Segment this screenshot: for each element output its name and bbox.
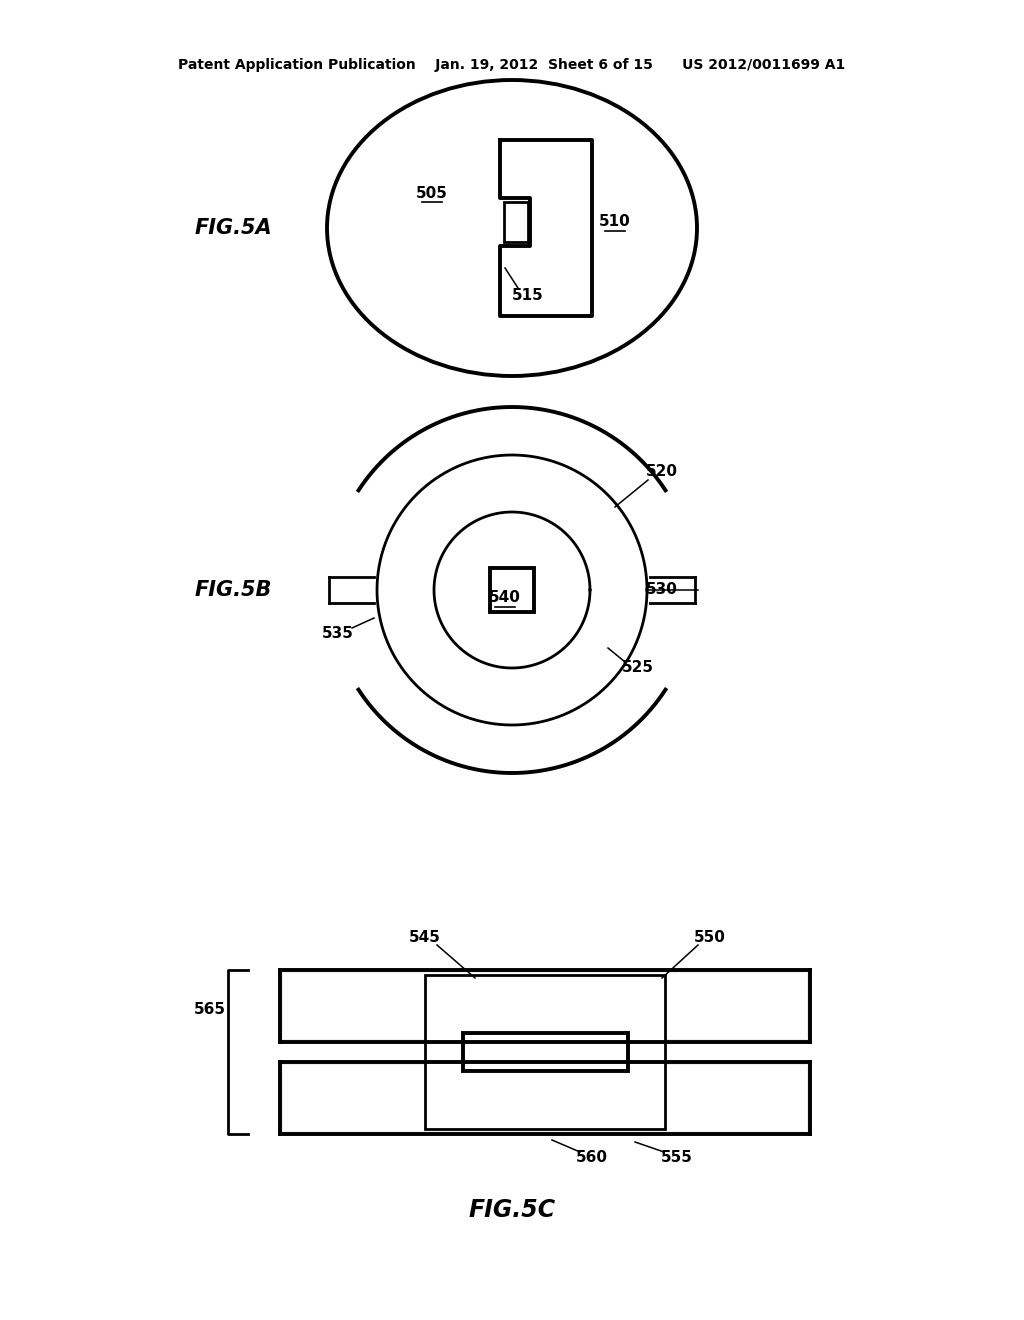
Bar — [283, 973, 807, 1039]
Text: FIG.5B: FIG.5B — [195, 579, 272, 601]
Bar — [463, 1034, 628, 1071]
Text: 530: 530 — [646, 582, 678, 598]
Text: 545: 545 — [409, 931, 441, 945]
Text: 555: 555 — [662, 1151, 693, 1166]
Bar — [280, 1063, 810, 1134]
Bar — [425, 975, 665, 1129]
Bar — [504, 202, 528, 242]
Text: Patent Application Publication    Jan. 19, 2012  Sheet 6 of 15      US 2012/0011: Patent Application Publication Jan. 19, … — [178, 58, 846, 73]
Bar — [490, 568, 534, 612]
Text: 565: 565 — [194, 1002, 226, 1018]
Text: 520: 520 — [646, 465, 678, 479]
Text: FIG.5A: FIG.5A — [195, 218, 272, 238]
Text: 525: 525 — [622, 660, 654, 676]
Bar — [283, 1065, 807, 1131]
Bar — [280, 970, 810, 1041]
Text: 505: 505 — [416, 186, 447, 201]
Text: 515: 515 — [512, 288, 544, 302]
Text: 535: 535 — [323, 626, 354, 640]
Text: FIG.5C: FIG.5C — [468, 1199, 556, 1222]
Text: 560: 560 — [575, 1151, 608, 1166]
Text: 540: 540 — [489, 590, 521, 606]
Text: 510: 510 — [599, 214, 631, 230]
Text: 550: 550 — [694, 931, 726, 945]
